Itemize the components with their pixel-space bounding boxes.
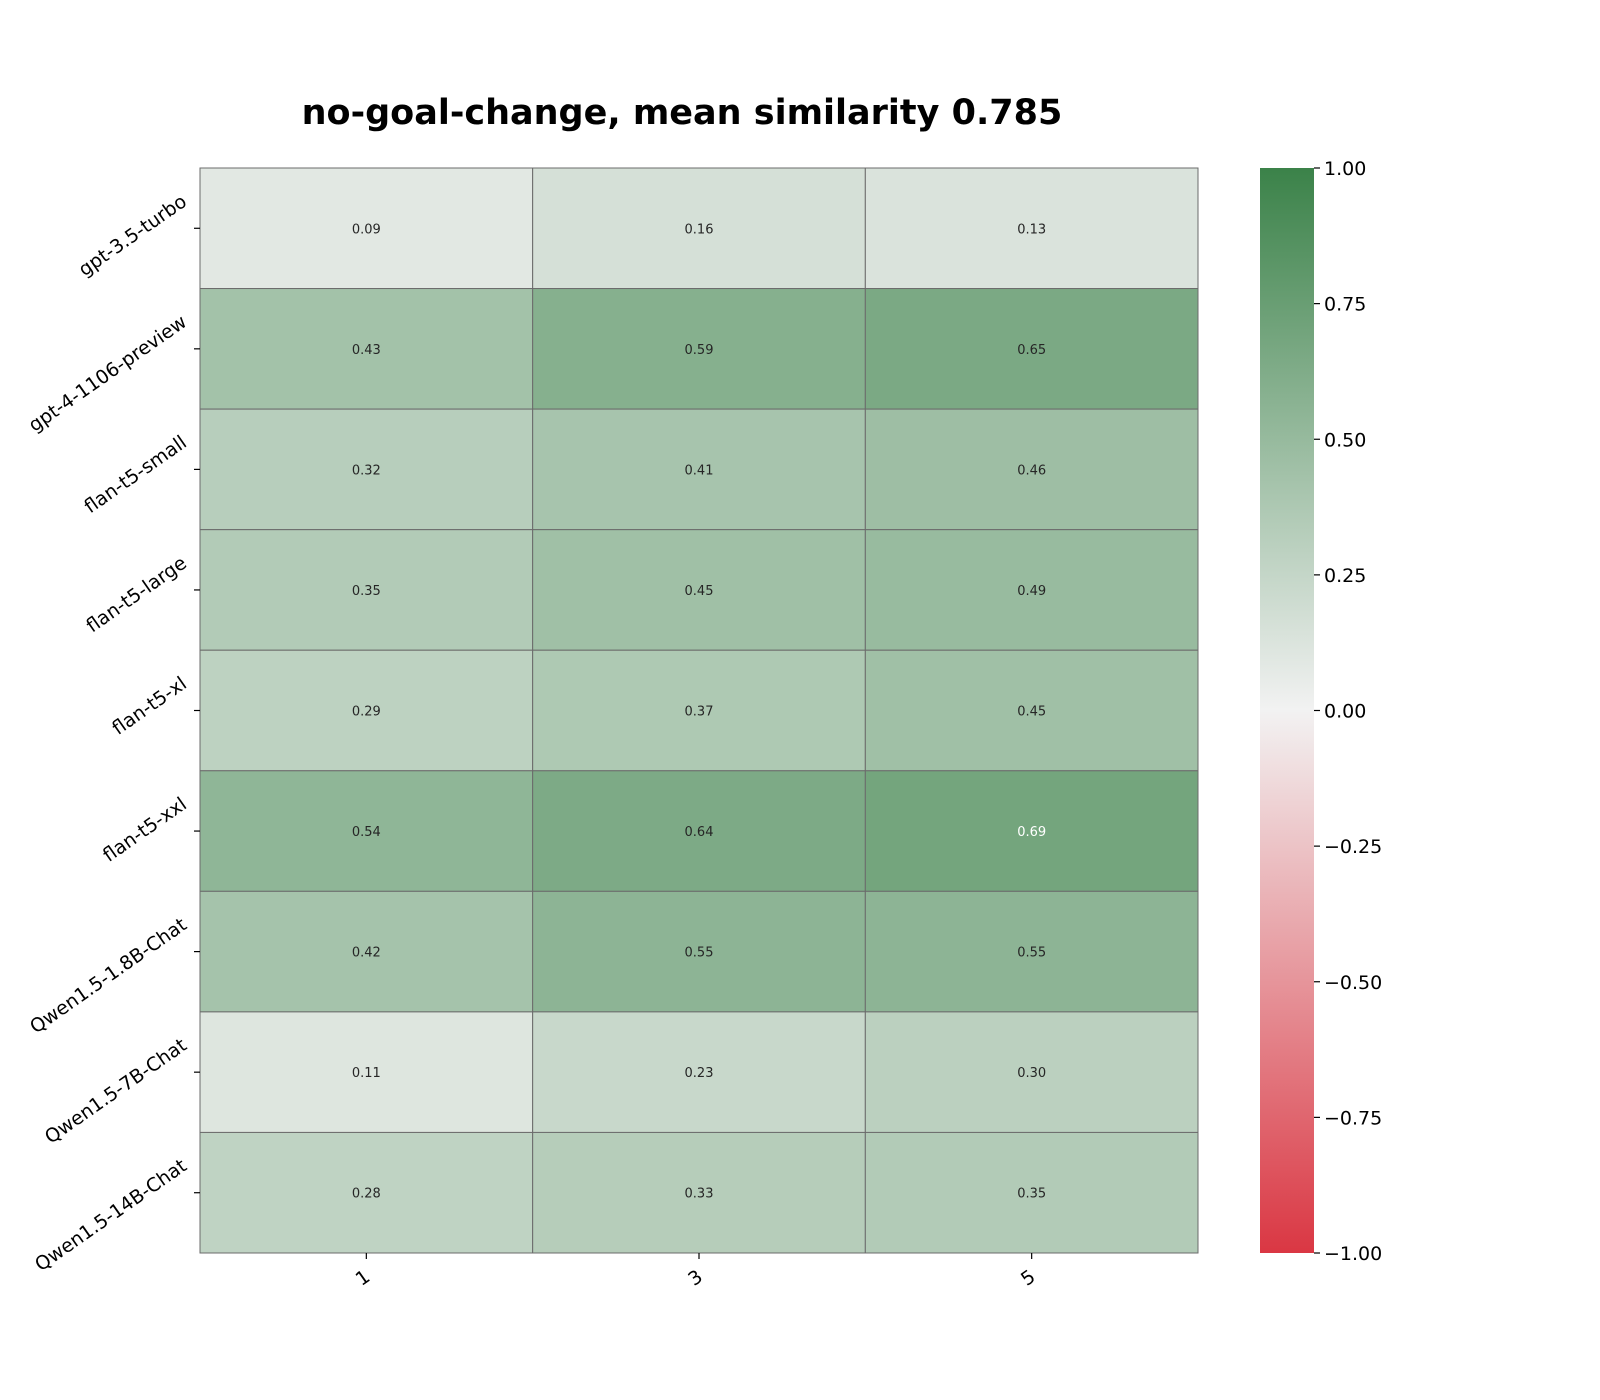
cell-value-label: 0.13 — [1017, 222, 1046, 237]
colorbar-tick-label: 1.00 — [1324, 158, 1366, 180]
cell-value-label: 0.23 — [685, 1066, 714, 1081]
cell-value-label: 0.64 — [685, 825, 714, 840]
heatmap-cell — [532, 408, 866, 531]
y-tick-label: flan-t5-xxl — [99, 793, 191, 866]
y-axis: gpt-3.5-turbo gpt-4-1106-previewflan-t5-s… — [25, 190, 200, 1276]
cell-value-label: 0.65 — [1017, 343, 1046, 358]
heatmap-cell — [199, 288, 534, 410]
cell-value-label: 0.11 — [352, 1066, 381, 1081]
heatmap-cell — [532, 167, 866, 290]
y-tick-label: Qwen1.5-14B-Chat — [31, 1155, 191, 1276]
heatmap-cell — [199, 649, 534, 772]
cell-value-label: 0.41 — [685, 463, 714, 478]
heatmap-cell — [532, 890, 866, 1013]
x-tick-label: 1 — [352, 1266, 375, 1291]
cell-value-label: 0.16 — [685, 222, 714, 237]
y-tick-label: flan-t5-small — [80, 431, 191, 518]
colorbar-tick-label: −0.50 — [1324, 972, 1382, 994]
cell-value-label: 0.54 — [352, 825, 381, 840]
heatmap-cell-labels: 0.09 0.16 0.13 0.43 0.59 0.65 0.32 0.41 0.46 0.35… — [352, 222, 1046, 1201]
cell-value-label: 0.55 — [685, 946, 714, 961]
colorbar: 1.00 0.75 0.50 0.25 0.00 −0.25 −0.50 −0.75 −1.00 — [1260, 158, 1382, 1265]
cell-value-label: 0.33 — [685, 1187, 714, 1202]
colorbar-tick-label: −0.75 — [1324, 1107, 1382, 1129]
y-tick-label: flan-t5-large — [82, 552, 191, 637]
heatmap-cell — [532, 1131, 866, 1254]
cell-value-label: 0.35 — [352, 584, 381, 599]
heatmap-cell — [199, 408, 534, 531]
cell-value-label: 0.45 — [685, 584, 714, 599]
y-tick-label: Qwen1.5-7B-Chat — [41, 1034, 191, 1148]
heatmap-cells — [199, 167, 1199, 1254]
heatmap-cell — [199, 1011, 534, 1133]
heatmap-cell — [864, 1131, 1199, 1254]
y-tick-label: flan-t5-xl — [108, 673, 191, 740]
y-tick-label: gpt-3.5-turbo — [75, 190, 191, 281]
colorbar-tick-label: 0.50 — [1324, 429, 1366, 451]
colorbar-tick-label: 0.75 — [1324, 294, 1366, 316]
heatmap-cell — [532, 288, 866, 410]
heatmap-cell — [199, 890, 534, 1013]
y-tick-label: Qwen1.5-1.8B-Chat — [26, 914, 191, 1039]
colorbar-tick-label: 0.25 — [1324, 565, 1366, 587]
heatmap-cell — [864, 1011, 1199, 1133]
cell-value-label: 0.46 — [1017, 463, 1046, 478]
cell-value-label: 0.35 — [1017, 1187, 1046, 1202]
cell-value-label: 0.42 — [352, 946, 381, 961]
cell-value-label: 0.69 — [1017, 825, 1046, 840]
heatmap-cell — [864, 770, 1199, 892]
heatmap-cell — [864, 649, 1199, 772]
heatmap-cell — [864, 167, 1199, 290]
heatmap-cell — [532, 1011, 866, 1133]
colorbar-tick-label: −0.25 — [1324, 836, 1382, 858]
cell-value-label: 0.49 — [1017, 584, 1046, 599]
colorbar-gradient — [1260, 168, 1314, 1253]
colorbar-tick-label: −1.00 — [1324, 1243, 1382, 1265]
heatmap-cell — [199, 167, 534, 290]
cell-value-label: 0.43 — [352, 343, 381, 358]
heatmap-cell — [532, 770, 866, 892]
colorbar-tick-label: 0.00 — [1324, 701, 1366, 723]
cell-value-label: 0.59 — [685, 343, 714, 358]
y-tick-label: gpt-4-1106-preview — [25, 311, 191, 437]
x-axis: 1 3 5 — [352, 1253, 1040, 1291]
heatmap-cell — [199, 529, 534, 651]
heatmap-cell — [199, 1131, 534, 1254]
x-tick-label: 5 — [1017, 1266, 1040, 1291]
cell-value-label: 0.55 — [1017, 946, 1046, 961]
heatmap-cell — [532, 649, 866, 772]
cell-value-label: 0.09 — [352, 222, 381, 237]
heatmap-cell — [864, 890, 1199, 1013]
cell-value-label: 0.28 — [352, 1187, 381, 1202]
cell-value-label: 0.37 — [685, 705, 714, 720]
cell-value-label: 0.45 — [1017, 705, 1046, 720]
cell-value-label: 0.30 — [1017, 1066, 1046, 1081]
x-tick-label: 3 — [684, 1266, 707, 1291]
chart-title: no-goal-change, mean similarity 0.785 — [302, 93, 1063, 133]
cell-value-label: 0.32 — [352, 463, 381, 478]
cell-value-label: 0.29 — [352, 705, 381, 720]
heatmap-cell — [864, 288, 1199, 410]
heatmap-cell — [864, 529, 1199, 651]
